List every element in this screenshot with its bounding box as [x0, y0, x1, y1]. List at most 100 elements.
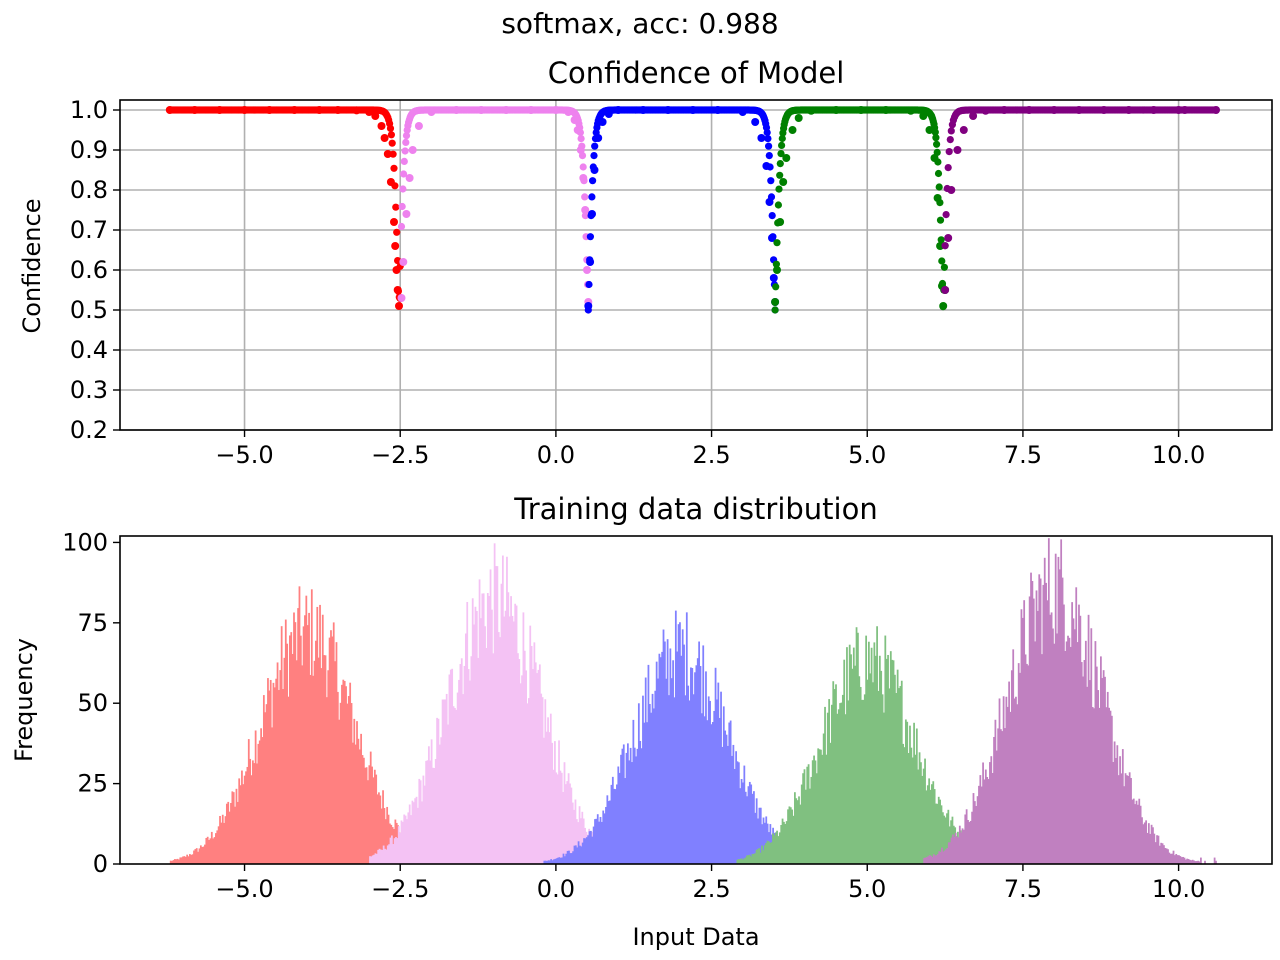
confidence-point [402, 132, 411, 140]
histogram-bar [1078, 604, 1080, 864]
histogram-bar [750, 856, 752, 864]
histogram-bar [384, 848, 386, 864]
confidence-point [969, 112, 978, 120]
histogram-bar [324, 655, 327, 864]
histogram-bar [548, 860, 551, 864]
confidence-point [333, 106, 342, 114]
histogram-bar [707, 696, 710, 864]
histogram-bar [480, 618, 482, 864]
histogram-bar [1200, 857, 1202, 864]
confidence-point [1025, 106, 1034, 114]
histogram-bar [1060, 539, 1063, 864]
histogram-bar [365, 767, 368, 864]
histogram-bar [1142, 824, 1145, 864]
histogram-bar [774, 832, 777, 864]
histogram-bar [831, 704, 833, 864]
histogram-bar [920, 762, 922, 864]
histogram-bar [1026, 663, 1028, 864]
histogram-bar [195, 848, 198, 864]
histogram-bar [291, 653, 294, 864]
confidence-point [940, 263, 949, 271]
histogram-bar [931, 784, 933, 864]
histogram-bar [429, 760, 432, 864]
confidence-point [551, 106, 560, 114]
histogram-bar [717, 682, 720, 864]
histogram-bar [624, 778, 627, 864]
histogram-bar [895, 693, 898, 864]
histogram-bar [216, 830, 219, 864]
histogram-bar [602, 810, 605, 864]
histogram-bar [544, 699, 547, 864]
histogram-bar [205, 838, 208, 864]
histogram-bar [443, 699, 445, 864]
histogram-bar [960, 832, 963, 864]
histogram-bar [530, 646, 533, 864]
histogram-bar [386, 845, 389, 864]
histogram-bar [393, 838, 396, 864]
histogram-bar [611, 776, 614, 864]
histogram-bar [644, 677, 647, 864]
histogram-bar [900, 680, 903, 864]
histogram-bar [238, 778, 241, 864]
histogram-bar [541, 697, 544, 864]
histogram-bar [663, 641, 666, 864]
histogram-bar [496, 566, 499, 864]
histogram-bar [940, 805, 943, 864]
distribution-x-tick-label: 2.5 [692, 875, 730, 903]
confidence-point [400, 170, 408, 178]
histogram-bar [965, 809, 968, 864]
histogram-bar [401, 821, 404, 864]
histogram-bar [186, 854, 189, 864]
histogram-bar [278, 690, 280, 864]
confidence-point [614, 106, 623, 114]
histogram-bar [699, 666, 702, 864]
histogram-bar [374, 853, 377, 864]
histogram-bar [869, 673, 872, 864]
confidence-y-tick-label: 0.3 [70, 376, 108, 404]
histogram-bar [371, 766, 373, 864]
histogram-bar [1187, 859, 1190, 864]
confidence-point [713, 106, 722, 114]
histogram-bar [758, 807, 761, 864]
histogram-bar [387, 814, 390, 864]
histogram-bar [677, 624, 680, 864]
histogram-bar [928, 855, 931, 864]
figure-suptitle: softmax, acc: 0.988 [501, 7, 778, 40]
histogram-bar [924, 857, 927, 864]
confidence-y-ticks: 0.2 0.3 0.4 0.5 0.6 0.7 0.8 0.9 1.0 [70, 96, 120, 444]
histogram-bar [990, 756, 993, 864]
histogram-bar [705, 671, 707, 864]
histogram-bar [1112, 761, 1115, 864]
histogram-bar [332, 622, 335, 864]
histogram-bar [1167, 849, 1169, 864]
histogram-bar [206, 836, 209, 864]
histogram-bar [613, 788, 616, 864]
histogram-bar [482, 593, 485, 864]
histogram-bar [976, 796, 979, 864]
histogram-bar [202, 846, 205, 864]
histogram-bar [967, 819, 969, 864]
histogram-bar [576, 847, 579, 864]
histogram-bar [878, 655, 881, 864]
histogram-bar [379, 795, 382, 864]
histogram-bar [555, 858, 558, 864]
histogram-bar [987, 779, 990, 864]
histogram-bar [973, 801, 976, 864]
histogram-bar [1043, 557, 1046, 864]
histogram-bar [902, 743, 905, 864]
histogram-bar [595, 818, 598, 864]
confidence-point [408, 146, 417, 154]
confidence-point [772, 283, 780, 291]
histogram-bar [578, 806, 581, 864]
histogram-bar [1141, 817, 1143, 864]
histogram-bar [549, 713, 552, 864]
histogram-bar [721, 746, 724, 864]
histogram-bar [169, 860, 172, 864]
confidence-point [402, 210, 411, 218]
histogram-bar [438, 744, 441, 864]
histogram-bar [477, 657, 480, 864]
histogram-bar [1176, 855, 1179, 864]
histogram-bar [1034, 641, 1037, 864]
histogram-bar [925, 790, 928, 864]
histogram-bar [781, 818, 784, 864]
